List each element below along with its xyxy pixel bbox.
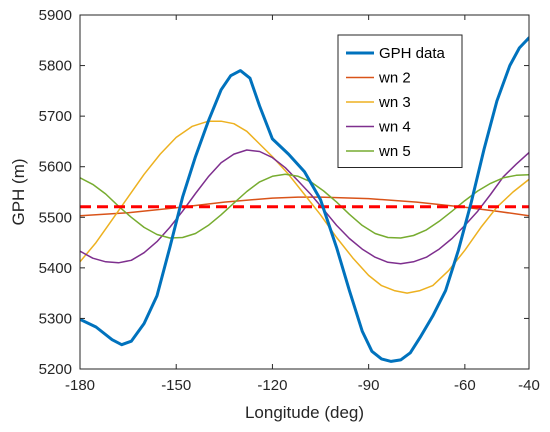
y-tick-label: 5500 [39,209,72,226]
plot-area [80,36,529,363]
series-line-wn-4 [80,149,529,265]
legend-label: wn 2 [378,70,411,87]
legend-label: wn 5 [378,143,411,160]
y-tick-label: 5800 [39,58,72,75]
legend-label: GPH data [379,45,446,62]
y-tick-label: 5700 [39,108,72,125]
series-line-wn-3 [80,120,529,294]
legend: GPH data wn 2 wn 3 wn 4 wn 5 [337,34,463,168]
x-axis-label: Longitude (deg) [245,403,364,422]
x-tick-label: -40 [518,377,540,394]
y-tick-label: 5200 [39,361,72,378]
y-tick-label: 5600 [39,159,72,176]
x-tick-label: -180 [65,377,95,394]
series-line-gph-data [80,36,529,363]
x-tick-label: -150 [161,377,191,394]
y-tick-label: 5900 [39,7,72,24]
axes-box [79,14,530,370]
legend-label: wn 3 [378,94,411,111]
x-tick-label: -120 [257,377,287,394]
y-axis-label: GPH (m) [9,158,28,225]
x-tick-label: -90 [358,377,380,394]
y-tick-label: 5400 [39,260,72,277]
axis-ticks: -180 -150 -120 -90 -60 -40 5200 5300 5400 5500 560… [39,7,540,394]
series-line-wn-5 [80,173,529,239]
y-tick-label: 5300 [39,310,72,327]
legend-label: wn 4 [378,119,411,136]
x-tick-label: -60 [454,377,476,394]
